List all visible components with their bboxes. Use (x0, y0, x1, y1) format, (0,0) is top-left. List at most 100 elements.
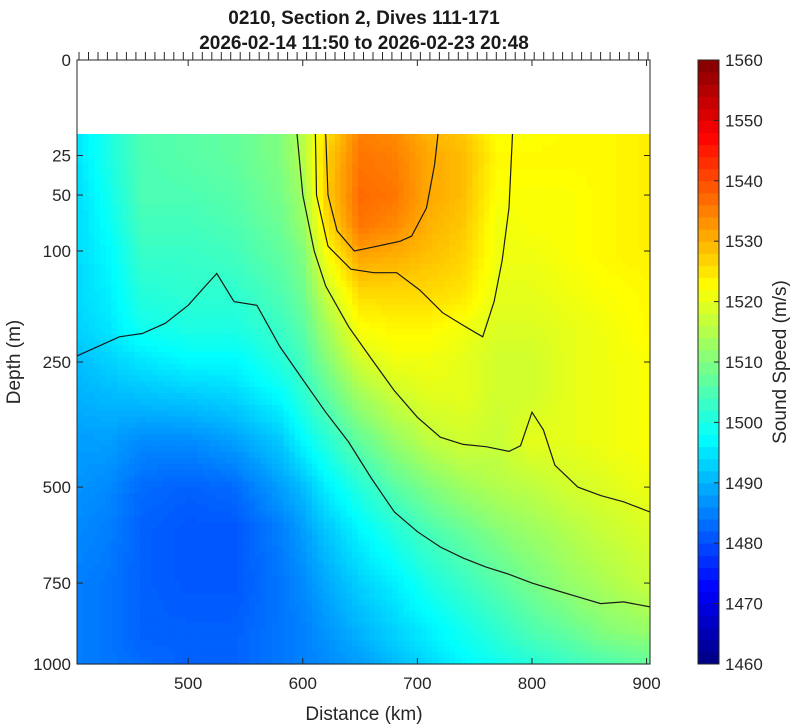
field-cell (197, 181, 204, 188)
field-cell (231, 151, 239, 159)
field-cell (122, 381, 130, 388)
field-cell (409, 198, 416, 206)
field-cell (323, 210, 330, 218)
field-cell (311, 369, 319, 377)
field-cell (283, 192, 290, 200)
field-cell (197, 210, 204, 218)
field-cell (323, 263, 330, 271)
field-cell (466, 181, 473, 188)
field-cell (352, 216, 359, 223)
field-cell (134, 292, 141, 300)
field-cell (449, 245, 456, 253)
field-cell (609, 369, 617, 377)
field-cell (598, 381, 605, 388)
field-cell (420, 393, 428, 400)
field-cell (346, 281, 353, 288)
field-cell (426, 216, 433, 223)
field-cell (403, 263, 410, 271)
field-cell (208, 369, 216, 377)
field-cell (420, 328, 428, 335)
field-cell (357, 369, 365, 377)
field-cell (134, 351, 141, 359)
field-cell (363, 328, 370, 335)
field-cell (604, 228, 611, 235)
field-cell (168, 222, 176, 229)
field-cell (231, 322, 239, 329)
field-cell (478, 340, 485, 347)
field-cell (397, 369, 405, 377)
field-cell (443, 245, 451, 253)
field-cell (374, 328, 382, 335)
field-cell (483, 281, 491, 288)
field-cell (151, 275, 158, 282)
field-cell (546, 234, 554, 241)
field-cell (581, 292, 588, 300)
field-cell (437, 334, 445, 341)
field-cell (443, 387, 451, 394)
field-cell (472, 145, 479, 153)
field-cell (357, 292, 365, 300)
field-cell (243, 204, 250, 212)
field-cell (495, 198, 502, 206)
field-cell (380, 216, 388, 223)
field-cell (254, 398, 261, 406)
field-cell (541, 387, 548, 394)
field-cell (529, 340, 536, 347)
field-cell (529, 210, 536, 218)
field-cell (478, 310, 485, 318)
field-cell (271, 263, 279, 271)
field-cell (346, 239, 353, 247)
field-cell (466, 363, 473, 371)
field-cell (99, 351, 107, 359)
field-cell (569, 345, 577, 353)
field-cell (151, 222, 158, 229)
field-cell (168, 375, 176, 382)
field-cell (185, 257, 193, 265)
field-cell (77, 204, 84, 212)
field-cell (271, 310, 279, 318)
field-cell (558, 363, 565, 371)
field-cell (77, 198, 84, 206)
field-cell (162, 292, 170, 300)
field-cell (466, 334, 473, 341)
field-cell (248, 145, 256, 153)
field-cell (546, 133, 554, 141)
field-cell (432, 287, 439, 294)
field-cell (552, 245, 559, 253)
field-cell (455, 287, 462, 294)
field-cell (185, 281, 193, 288)
field-cell (289, 139, 296, 147)
field-cell (151, 257, 158, 265)
field-cell (437, 298, 445, 306)
field-cell (283, 186, 290, 194)
field-cell (552, 357, 559, 365)
field-cell (94, 275, 101, 282)
field-cell (346, 186, 353, 194)
field-cell (294, 410, 302, 418)
field-cell (403, 186, 410, 194)
field-cell (501, 145, 508, 153)
field-cell (99, 133, 107, 141)
field-cell (168, 234, 176, 241)
field-cell (357, 228, 365, 235)
field-cell (185, 263, 193, 271)
field-cell (409, 422, 416, 430)
field-cell (466, 151, 473, 159)
field-cell (168, 304, 176, 312)
field-cell (609, 210, 617, 218)
field-cell (82, 328, 90, 335)
field-cell (197, 245, 204, 253)
field-cell (151, 410, 158, 418)
field-cell (334, 287, 342, 294)
field-cell (564, 387, 571, 394)
field-cell (397, 234, 405, 241)
field-cell (437, 157, 445, 165)
field-cell (334, 234, 342, 241)
field-cell (203, 175, 210, 182)
field-cell (483, 328, 491, 335)
field-cell (420, 340, 428, 347)
field-cell (535, 198, 542, 206)
field-cell (277, 292, 284, 300)
field-cell (111, 298, 118, 306)
field-cell (420, 251, 428, 259)
